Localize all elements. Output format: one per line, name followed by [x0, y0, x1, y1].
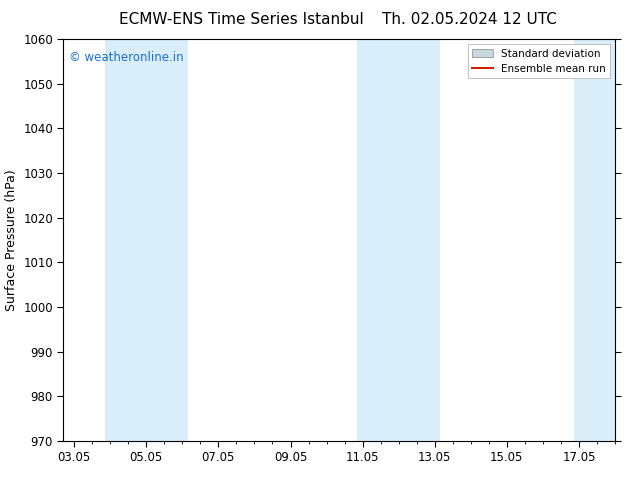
Bar [574, 39, 617, 441]
Bar [105, 39, 188, 441]
Legend: Standard deviation, Ensemble mean run: Standard deviation, Ensemble mean run [467, 45, 610, 78]
Text: ECMW-ENS Time Series Istanbul: ECMW-ENS Time Series Istanbul [119, 12, 363, 27]
Y-axis label: Surface Pressure (hPa): Surface Pressure (hPa) [4, 169, 18, 311]
Text: © weatheronline.in: © weatheronline.in [69, 51, 183, 64]
Bar [357, 39, 440, 441]
Text: Th. 02.05.2024 12 UTC: Th. 02.05.2024 12 UTC [382, 12, 557, 27]
